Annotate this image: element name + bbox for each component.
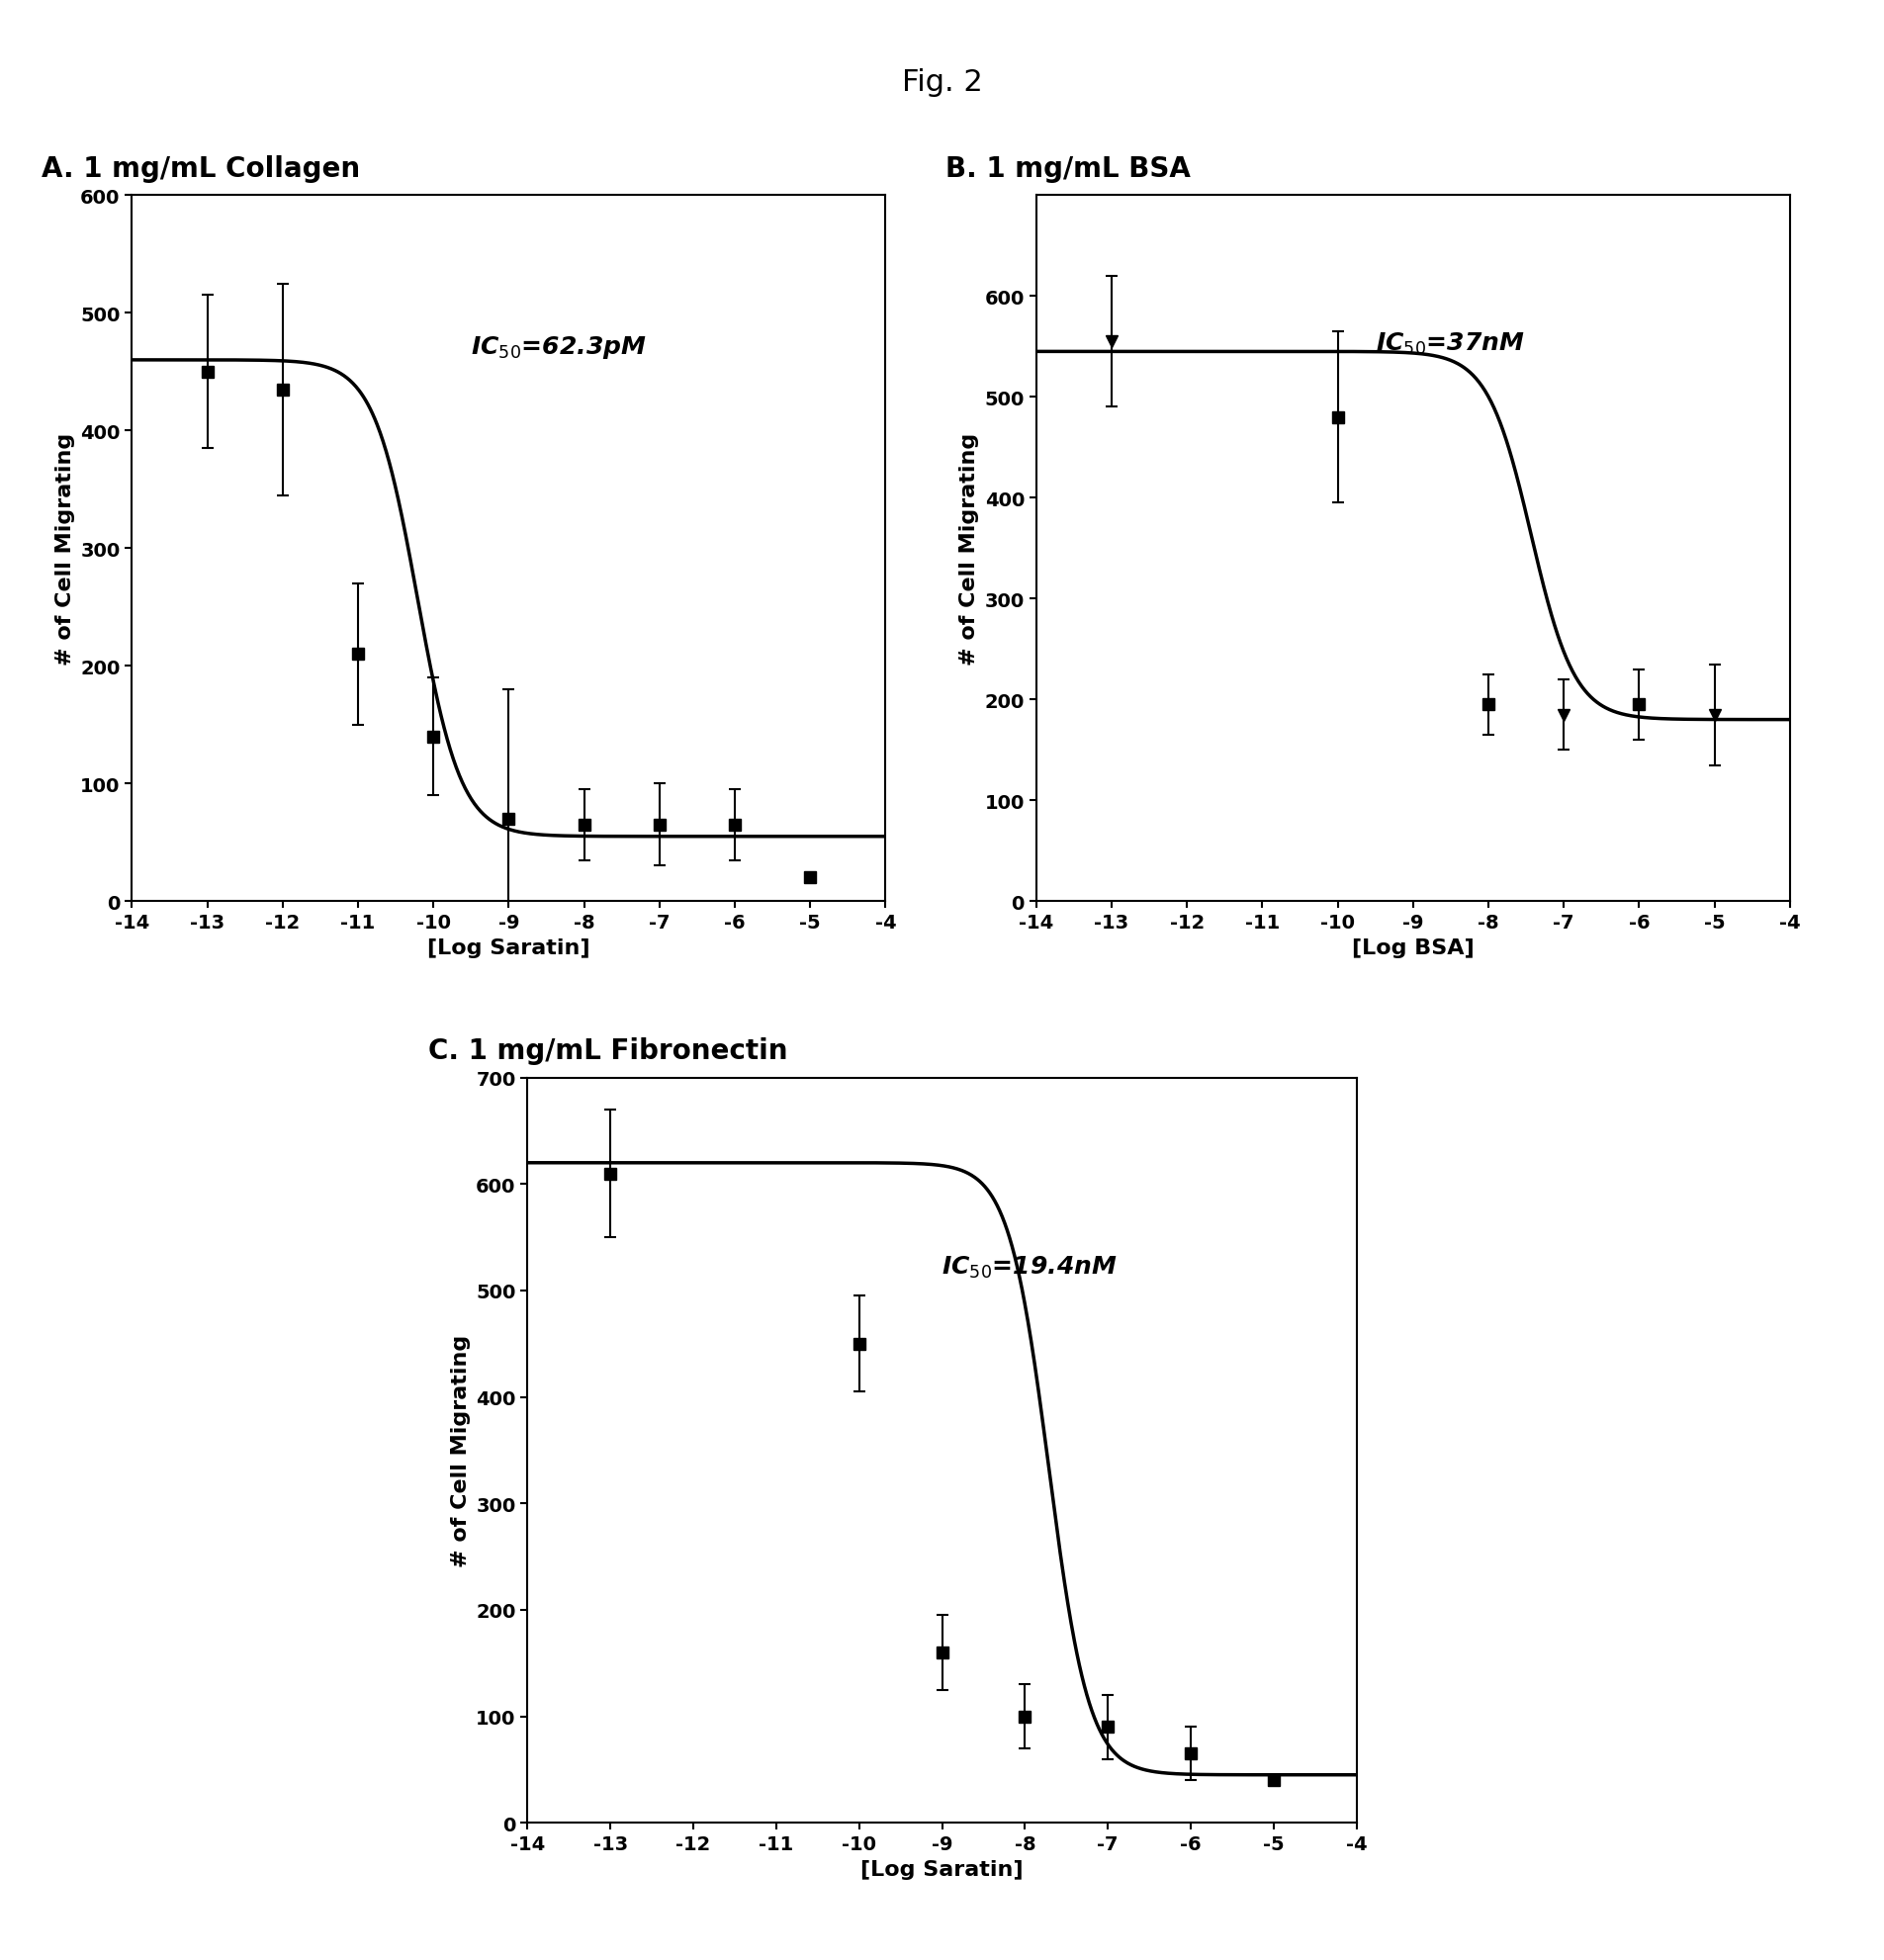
Y-axis label: # of Cell Migrating: # of Cell Migrating <box>959 433 980 664</box>
Text: A. 1 mg/mL Collagen: A. 1 mg/mL Collagen <box>41 155 360 182</box>
Y-axis label: # of Cell Migrating: # of Cell Migrating <box>55 433 75 664</box>
Text: C. 1 mg/mL Fibronectin: C. 1 mg/mL Fibronectin <box>428 1037 788 1064</box>
Text: IC$_{50}$=19.4nM: IC$_{50}$=19.4nM <box>942 1254 1117 1280</box>
X-axis label: [Log BSA]: [Log BSA] <box>1353 937 1473 956</box>
X-axis label: [Log Saratin]: [Log Saratin] <box>428 937 590 956</box>
Text: IC$_{50}$=62.3pM: IC$_{50}$=62.3pM <box>471 333 646 361</box>
X-axis label: [Log Saratin]: [Log Saratin] <box>861 1858 1023 1878</box>
Text: Fig. 2: Fig. 2 <box>902 69 982 98</box>
Text: IC$_{50}$=37nM: IC$_{50}$=37nM <box>1375 331 1524 357</box>
Y-axis label: # of Cell Migrating: # of Cell Migrating <box>450 1335 471 1566</box>
Text: B. 1 mg/mL BSA: B. 1 mg/mL BSA <box>946 155 1191 182</box>
